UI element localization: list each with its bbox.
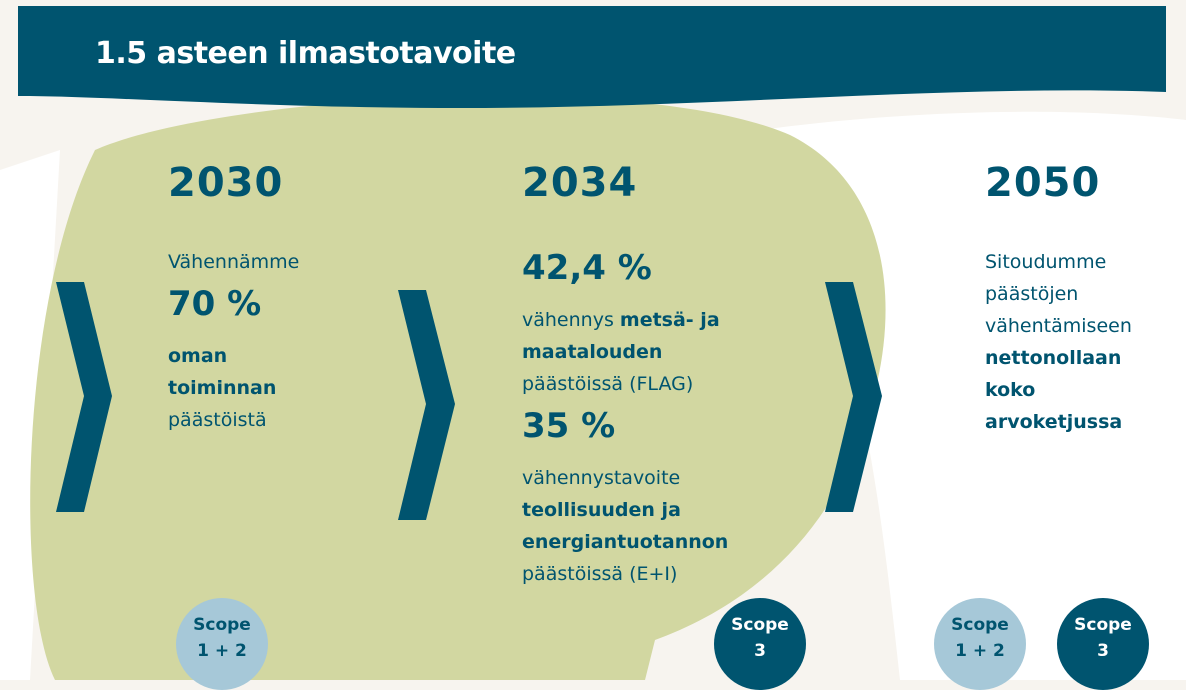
chevron: [825, 282, 882, 512]
text: oman toiminnan: [168, 345, 277, 399]
light-band: [0, 150, 60, 680]
scope-label: Scope: [193, 615, 251, 635]
text: päästöistä: [168, 409, 267, 431]
green-blob: [30, 96, 886, 680]
figure: 35 %: [522, 406, 616, 446]
column: 2050 Sitoudumme päästöjen vähentämiseen ne…: [985, 160, 1170, 438]
scope-badge: Scope 1 + 2: [934, 598, 1026, 690]
text-run: päästöissä (E+I): [522, 563, 678, 585]
title: 1.5 asteen ilmastotavoite: [95, 36, 516, 71]
header-band: [18, 6, 1166, 108]
paragraph: vähennys metsä- ja maatalouden päästöiss…: [522, 304, 762, 400]
column: 2034 42,4 % vähennys metsä- ja maatalouden…: [522, 160, 762, 590]
scope-badge: Scope 3: [1057, 598, 1149, 690]
text-run: päästöissä (FLAG): [522, 373, 694, 395]
year: 2034: [522, 160, 638, 206]
text-run: vähennystavoite: [522, 467, 681, 489]
scope-number: 3: [1097, 641, 1109, 661]
text-run: teollisuuden ja energiantuotannon: [522, 499, 729, 553]
chevron: [56, 282, 112, 512]
scope-badge: Scope 3: [714, 598, 806, 690]
text: Sitoudumme päästöjen vähentämiseen: [985, 251, 1132, 337]
figure: 70 %: [168, 284, 262, 324]
scope-label: Scope: [951, 615, 1009, 635]
column: 2030 Vähennämme 70 % oman toiminnan päästöis…: [168, 160, 313, 436]
year: 2030: [168, 160, 284, 206]
text: Vähennämme: [168, 251, 300, 273]
scope-number: 1 + 2: [197, 641, 247, 661]
scope-label: Scope: [1074, 615, 1132, 635]
scope-number: 3: [754, 641, 766, 661]
text: nettonollaan koko arvoketjussa: [985, 347, 1123, 433]
text-run: metsä- ja maatalouden: [522, 309, 720, 363]
scope-badge: Scope 1 + 2: [176, 598, 268, 690]
figure: 42,4 %: [522, 248, 652, 288]
year: 2050: [985, 160, 1101, 206]
scope-label: Scope: [731, 615, 789, 635]
chevron: [398, 290, 455, 520]
paragraph: vähennystavoite teollisuuden ja energian…: [522, 462, 762, 590]
scope-number: 1 + 2: [955, 641, 1005, 661]
text-run: vähennys: [522, 309, 614, 331]
